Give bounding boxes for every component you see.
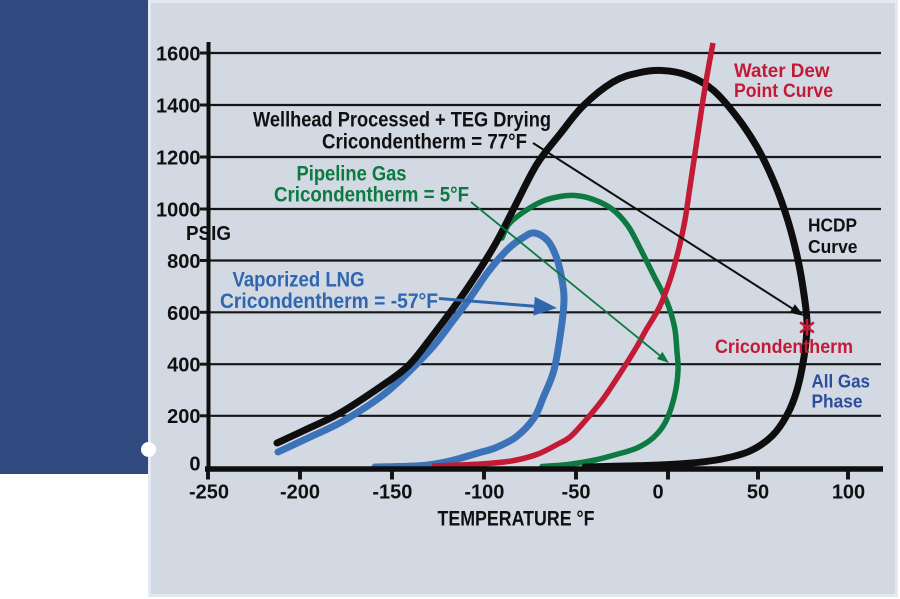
svg-text:Cricondentherm = 77°F: Cricondentherm = 77°F	[322, 131, 527, 154]
svg-text:1200: 1200	[156, 147, 201, 169]
svg-text:Wellhead Processed + TEG Dryin: Wellhead Processed + TEG Drying	[253, 109, 551, 132]
svg-text:Cricondentherm = 5°F: Cricondentherm = 5°F	[274, 184, 469, 207]
svg-text:0: 0	[189, 454, 200, 476]
svg-text:600: 600	[167, 303, 200, 325]
svg-text:Water Dew: Water Dew	[734, 61, 830, 82]
svg-text:All Gas: All Gas	[812, 371, 871, 392]
svg-text:400: 400	[167, 355, 200, 377]
svg-text:Vaporized LNG: Vaporized LNG	[233, 269, 365, 292]
svg-text:1400: 1400	[156, 95, 201, 117]
svg-text:HCDP: HCDP	[808, 216, 857, 236]
svg-text:1000: 1000	[156, 199, 201, 221]
svg-text:PSIG: PSIG	[186, 223, 231, 245]
svg-text:-50: -50	[562, 482, 591, 504]
svg-text:Curve: Curve	[808, 237, 858, 257]
svg-text:-250: -250	[189, 482, 229, 504]
svg-text:Cricondentherm = -57°F: Cricondentherm = -57°F	[220, 290, 438, 313]
svg-text:0: 0	[652, 482, 663, 504]
svg-text:1600: 1600	[156, 43, 201, 65]
svg-text:50: 50	[747, 482, 769, 504]
svg-text:Point Curve: Point Curve	[734, 81, 833, 102]
svg-text:-200: -200	[280, 482, 320, 504]
svg-text:Pipeline Gas: Pipeline Gas	[297, 163, 407, 186]
svg-text:Cricondentherm: Cricondentherm	[715, 336, 853, 358]
svg-text:Phase: Phase	[812, 391, 863, 412]
svg-text:800: 800	[167, 251, 200, 273]
svg-text:-150: -150	[372, 482, 412, 504]
svg-text:TEMPERATURE °F: TEMPERATURE °F	[438, 508, 595, 531]
svg-text:200: 200	[167, 406, 200, 428]
svg-text:-100: -100	[464, 482, 504, 504]
svg-text:100: 100	[832, 482, 865, 504]
